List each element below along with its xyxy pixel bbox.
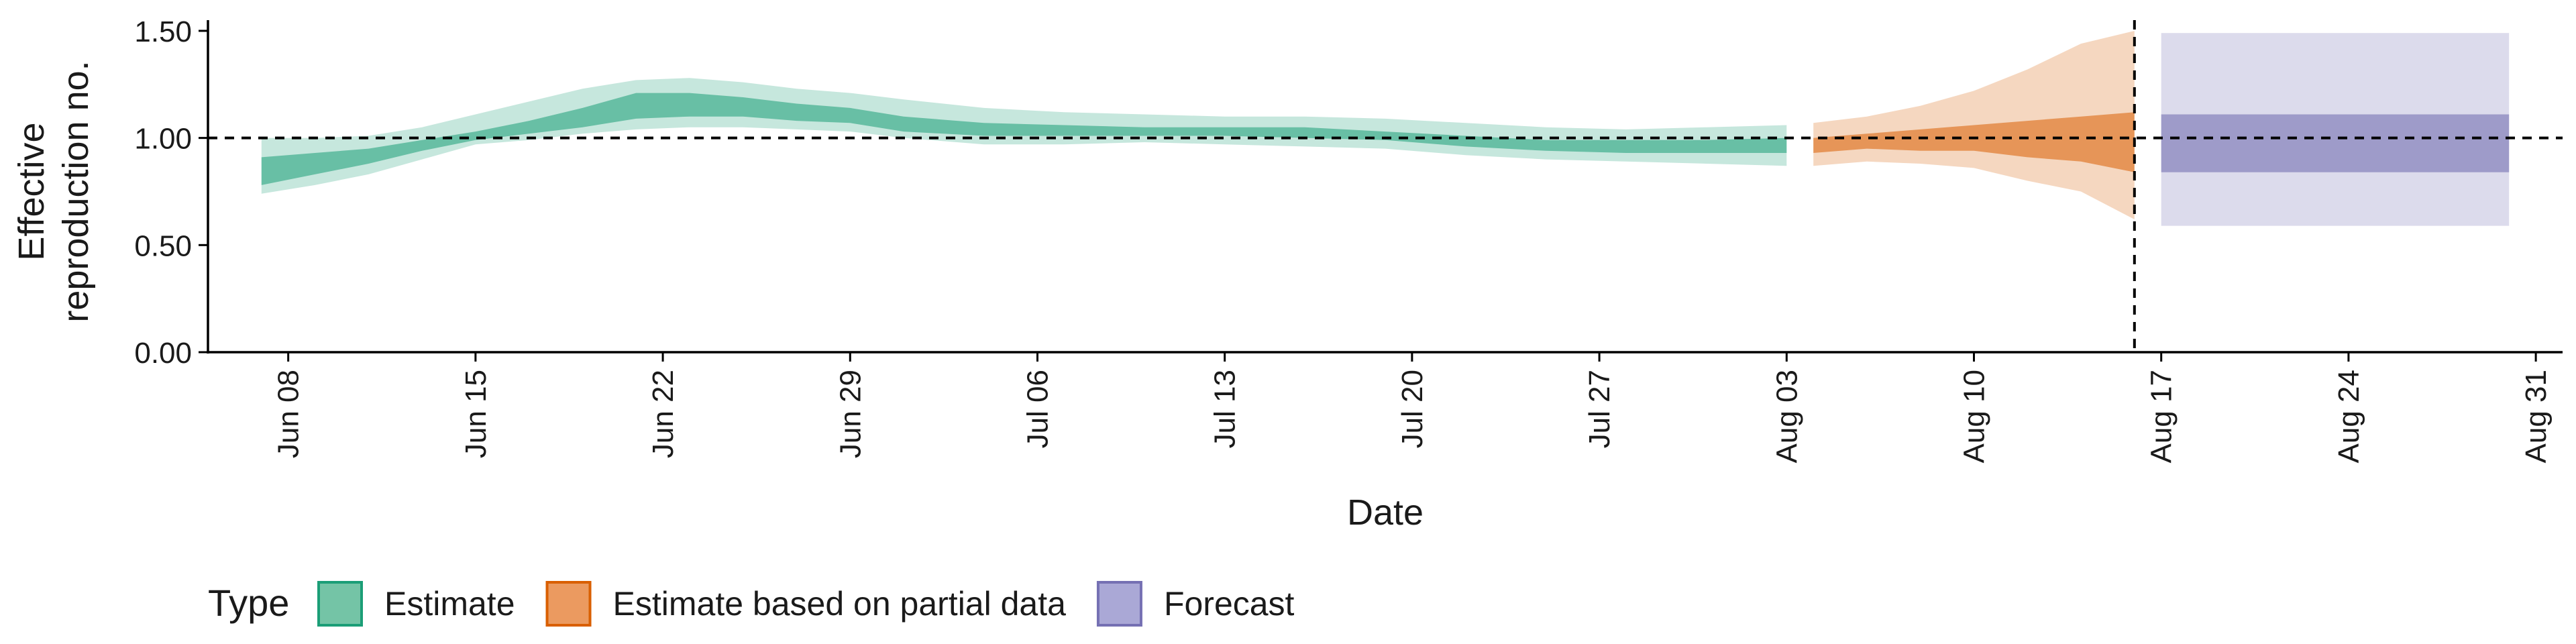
x-axis-label: Date [1347,492,1424,533]
x-tick-label: Jun 15 [460,370,492,458]
legend: Type Estimate Estimate based on partial da… [208,581,1295,627]
x-tick-label: Aug 31 [2520,370,2553,463]
credible-interval-bands [261,31,2510,226]
y-axis-ticks: 0.00 0.50 1.00 1.50 [134,15,208,370]
legend-label: Estimate based on partial data [613,585,1067,623]
x-tick-label: Jul 27 [1583,370,1616,448]
x-tick-label: Aug 10 [1958,370,1991,463]
y-axis-label: Effective reproduction no. [11,60,96,322]
y-axis-label-line: reproduction no. [56,60,96,322]
legend-item-estimate-based-on-partial-data: Estimate based on partial data [545,581,1067,627]
legend-swatch [317,581,363,627]
x-tick-label: Jun 08 [272,370,305,458]
x-tick-label: Jul 13 [1209,370,1242,448]
band-inner-forecast [2161,114,2510,172]
legend-item-forecast: Forecast [1096,581,1295,627]
band-inner-estimate [261,93,1787,185]
x-tick-label: Jul 06 [1021,370,1054,448]
x-tick-label: Aug 24 [2332,370,2365,463]
y-tick-label: 0.50 [134,229,192,262]
band-inner-estimate-based-on-partial-data [1813,112,2135,172]
legend-label: Forecast [1164,585,1295,623]
legend-item-estimate: Estimate [317,581,515,627]
y-tick-label: 1.00 [134,123,192,156]
legend-title: Type [208,582,289,624]
legend-swatch [1096,581,1142,627]
x-tick-label: Jun 29 [834,370,867,458]
x-axis-ticks: Jun 08 Jun 15 Jun 22 Jun 29 Jul 06 Jul 13 Jul … [272,352,2553,463]
y-tick-label: 0.00 [134,337,192,370]
x-tick-label: Aug 03 [1770,370,1803,463]
x-tick-label: Jun 22 [647,370,680,458]
x-tick-label: Jul 20 [1396,370,1429,448]
x-tick-label: Aug 17 [2145,370,2178,463]
legend-label: Estimate [384,585,515,623]
y-tick-label: 1.50 [134,15,192,48]
legend-swatch [545,581,592,627]
y-axis-label-line: Effective [11,122,52,260]
